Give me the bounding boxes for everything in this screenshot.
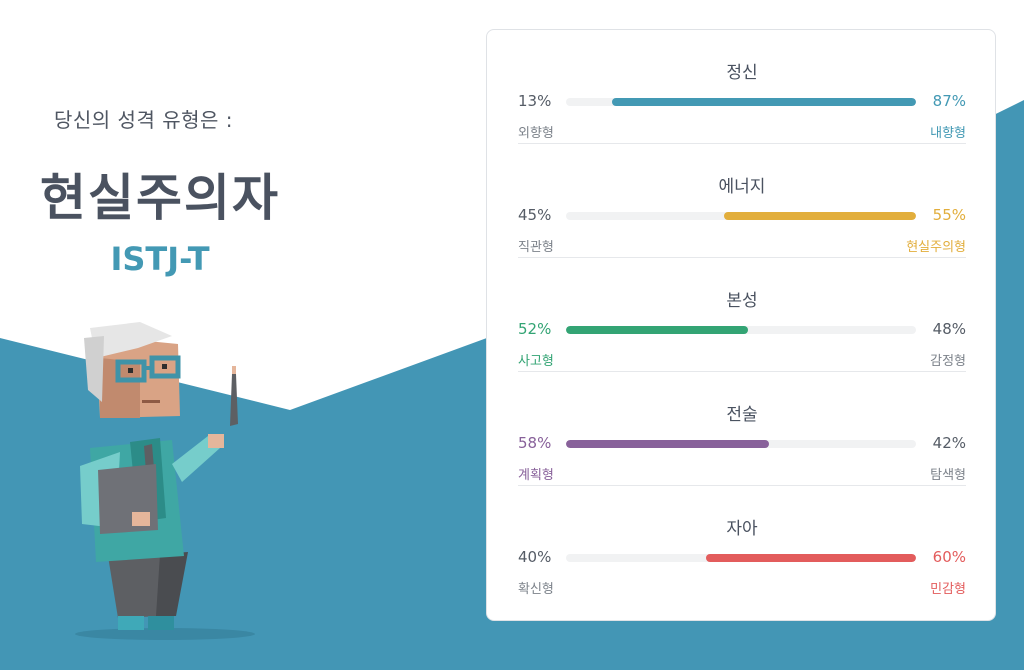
right-percent: 87% <box>932 92 966 110</box>
divider <box>518 485 966 486</box>
personality-type-name: 현실주의자 <box>40 169 280 227</box>
scale-bar-track <box>566 440 916 448</box>
result-intro: 당신의 성격 유형은 : <box>54 108 234 132</box>
left-percent: 45% <box>518 206 552 224</box>
left-trait: 외향형 <box>518 126 554 141</box>
scale-bar-track <box>566 212 916 220</box>
left-percent: 13% <box>518 92 552 110</box>
scale-bar-track <box>566 326 916 334</box>
left-trait: 확신형 <box>518 582 554 597</box>
scale-title: 본성 <box>726 291 758 311</box>
divider <box>518 257 966 258</box>
right-percent: 48% <box>932 320 966 338</box>
left-percent: 52% <box>518 320 552 338</box>
right-trait: 민감형 <box>930 582 966 597</box>
left-percent: 40% <box>518 548 552 566</box>
right-trait: 현실주의형 <box>906 240 966 255</box>
scale-energy: 에너지 45% 55% 직관형 현실주의형 <box>518 144 966 258</box>
scale-bar-track <box>566 554 916 562</box>
scale-nature: 본성 52% 48% 사고형 감정형 <box>518 258 966 372</box>
right-percent: 60% <box>932 548 966 566</box>
left-trait: 직관형 <box>518 240 554 255</box>
left-trait: 계획형 <box>518 468 554 483</box>
scale-bar-fill <box>566 326 748 334</box>
scale-bar-fill <box>566 440 769 448</box>
scale-bar-track <box>566 98 916 106</box>
divider <box>518 143 966 144</box>
personality-scales-card: 정신 13% 87% 외향형 내향형 에너지 45% 55% 직관형 현실주의형… <box>486 29 996 621</box>
logistician-character-illustration <box>75 322 255 640</box>
left-trait: 사고형 <box>518 354 554 369</box>
scale-identity: 자아 40% 60% 확신형 민감형 <box>518 486 966 600</box>
scale-tactics: 전술 58% 42% 계획형 탐색형 <box>518 372 966 486</box>
divider <box>518 371 966 372</box>
scale-title: 자아 <box>726 519 758 539</box>
scale-bar-fill <box>723 212 916 220</box>
scale-mind: 정신 13% 87% 외향형 내향형 <box>518 30 966 144</box>
scale-title: 전술 <box>726 405 758 425</box>
scale-title: 에너지 <box>718 177 766 197</box>
right-trait: 탐색형 <box>930 468 966 483</box>
right-percent: 55% <box>932 206 966 224</box>
right-percent: 42% <box>932 434 966 452</box>
personality-type-code: ISTJ-T <box>110 240 210 278</box>
scale-bar-fill <box>706 554 916 562</box>
scale-title: 정신 <box>726 63 758 83</box>
right-trait: 감정형 <box>930 354 966 369</box>
left-percent: 58% <box>518 434 552 452</box>
scale-bar-fill <box>611 98 916 106</box>
right-trait: 내향형 <box>930 126 966 141</box>
